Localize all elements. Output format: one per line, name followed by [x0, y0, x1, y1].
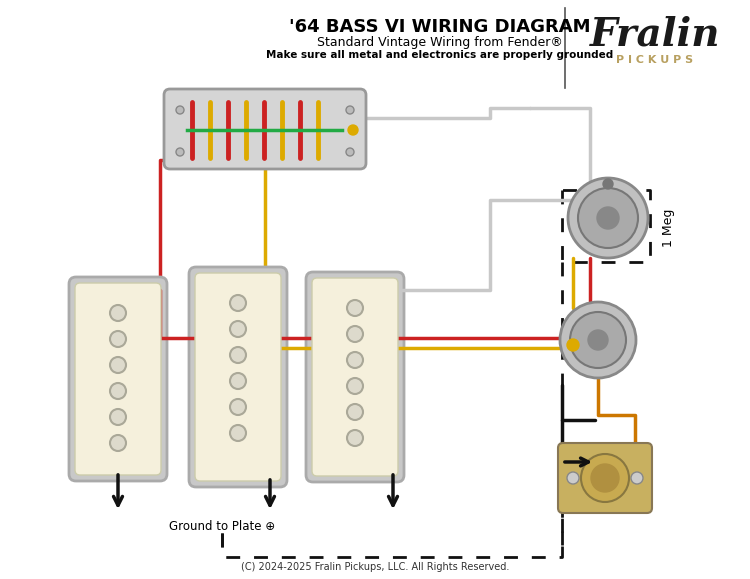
Text: Make sure all metal and electronics are properly grounded: Make sure all metal and electronics are … [266, 50, 614, 60]
Circle shape [230, 399, 246, 415]
Circle shape [230, 425, 246, 441]
FancyBboxPatch shape [195, 273, 281, 481]
Circle shape [347, 378, 363, 394]
Circle shape [588, 330, 608, 350]
Circle shape [347, 300, 363, 316]
Circle shape [631, 472, 643, 484]
Text: P I C K U P S: P I C K U P S [616, 55, 694, 65]
Text: '64 BASS VI WIRING DIAGRAM: '64 BASS VI WIRING DIAGRAM [290, 18, 591, 36]
Text: 1 Meg: 1 Meg [662, 209, 675, 247]
Circle shape [110, 409, 126, 425]
FancyBboxPatch shape [306, 272, 404, 482]
Circle shape [578, 188, 638, 248]
Circle shape [347, 326, 363, 342]
Circle shape [230, 295, 246, 311]
FancyBboxPatch shape [69, 277, 167, 481]
Circle shape [570, 312, 626, 368]
Circle shape [346, 106, 354, 114]
Circle shape [110, 331, 126, 347]
FancyBboxPatch shape [312, 278, 398, 476]
Circle shape [230, 347, 246, 363]
Text: Standard Vintage Wiring from Fender®: Standard Vintage Wiring from Fender® [317, 36, 563, 49]
Circle shape [347, 352, 363, 368]
Circle shape [603, 179, 613, 189]
Text: Fralin: Fralin [590, 15, 720, 53]
FancyBboxPatch shape [558, 443, 652, 513]
Circle shape [346, 148, 354, 156]
Circle shape [110, 357, 126, 373]
FancyBboxPatch shape [75, 283, 161, 475]
Circle shape [110, 305, 126, 321]
Circle shape [110, 383, 126, 399]
Circle shape [347, 404, 363, 420]
Circle shape [567, 472, 579, 484]
Circle shape [230, 373, 246, 389]
Circle shape [110, 435, 126, 451]
Circle shape [230, 321, 246, 337]
Circle shape [597, 207, 619, 229]
Circle shape [568, 178, 648, 258]
Circle shape [591, 464, 619, 492]
Circle shape [567, 339, 579, 351]
Circle shape [347, 430, 363, 446]
FancyBboxPatch shape [189, 267, 287, 487]
Circle shape [348, 125, 358, 135]
Circle shape [176, 148, 184, 156]
FancyBboxPatch shape [164, 89, 366, 169]
Circle shape [581, 454, 629, 502]
Text: Ground to Plate ⊕: Ground to Plate ⊕ [169, 520, 275, 533]
Circle shape [560, 302, 636, 378]
Text: (C) 2024-2025 Fralin Pickups, LLC. All Rights Reserved.: (C) 2024-2025 Fralin Pickups, LLC. All R… [241, 562, 509, 572]
Circle shape [176, 106, 184, 114]
